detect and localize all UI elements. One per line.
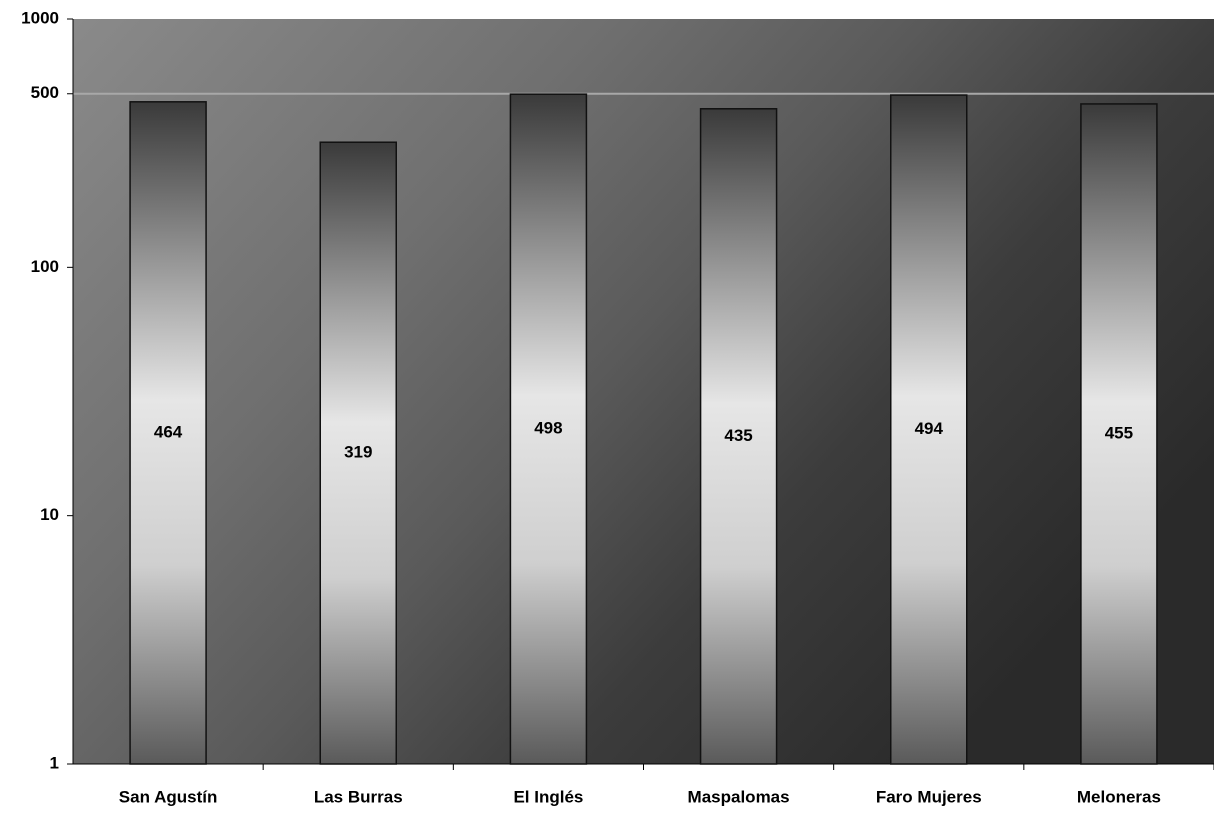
x-tick-label: El Inglés — [513, 787, 583, 806]
y-tick-label: 1 — [50, 753, 59, 772]
x-tick-label: Faro Mujeres — [876, 787, 982, 806]
y-tick-label: 10 — [40, 505, 59, 524]
x-tick-label: Maspalomas — [688, 787, 790, 806]
value-label: 498 — [534, 419, 562, 438]
value-label: 464 — [154, 422, 183, 441]
x-tick-label: Las Burras — [314, 787, 403, 806]
value-label: 435 — [724, 426, 752, 445]
plot-background — [73, 19, 1214, 764]
value-label: 455 — [1105, 423, 1133, 442]
value-label: 494 — [915, 419, 944, 438]
x-tick-label: Meloneras — [1077, 787, 1161, 806]
chart: 1 10 100 500 1000 464 San Agustín 319 Las Burras… — [0, 0, 1214, 814]
value-label: 319 — [344, 443, 372, 462]
x-tick-label: San Agustín — [119, 787, 218, 806]
y-tick-label: 1000 — [21, 8, 59, 27]
y-tick-label: 100 — [31, 257, 59, 276]
y-tick-label: 500 — [31, 83, 59, 102]
